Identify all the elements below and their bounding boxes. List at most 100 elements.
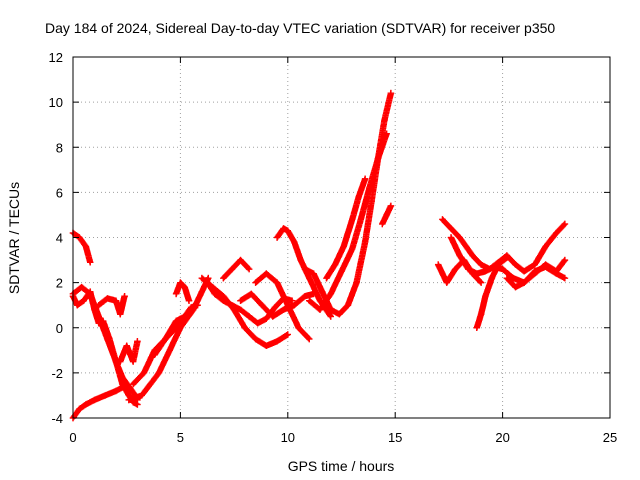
data-point [477, 261, 485, 268]
data-point [297, 256, 304, 264]
y-tick-label: 10 [49, 95, 63, 110]
data-point [74, 301, 81, 309]
data-point [499, 265, 506, 273]
grid [73, 57, 610, 418]
data-point [151, 351, 158, 359]
data-point [125, 396, 133, 404]
x-tick-labels: 0 5 10 15 20 25 [69, 430, 617, 445]
data-point [117, 358, 124, 365]
data-point [447, 234, 455, 241]
data-point [258, 301, 266, 309]
data-point [439, 216, 446, 223]
data-point [462, 243, 470, 250]
y-tick-label: 4 [56, 231, 63, 246]
data-point [361, 175, 369, 183]
data-point [220, 297, 227, 304]
data-point [125, 383, 133, 390]
data-point [78, 283, 85, 291]
data-point [510, 274, 517, 282]
data-point [374, 155, 382, 162]
data-point [301, 292, 309, 300]
data-point [284, 331, 291, 338]
data-point [456, 234, 463, 241]
data-point [82, 401, 90, 408]
data-point [284, 301, 291, 309]
y-tick-label: 8 [56, 140, 63, 155]
data-point [355, 193, 362, 201]
series-arc-4 [69, 383, 128, 422]
data-point [185, 297, 193, 304]
y-tick-label: 12 [49, 50, 63, 65]
data-point [561, 220, 569, 228]
series-arc-18 [301, 89, 395, 318]
data-point [503, 274, 511, 282]
data-point [383, 211, 390, 219]
data-point [561, 274, 569, 282]
data-point [245, 265, 253, 273]
data-point [477, 279, 485, 286]
data-point [301, 265, 309, 273]
data-point [102, 392, 109, 399]
data-point [112, 387, 120, 395]
data-point [237, 256, 244, 264]
data-point [381, 116, 388, 124]
data-point [310, 270, 317, 277]
chart-title: Day 184 of 2024, Sidereal Day-to-day VTE… [45, 20, 555, 36]
data-point [162, 335, 169, 343]
data-point [147, 380, 154, 388]
data-marks [69, 89, 569, 422]
data-point [291, 301, 298, 309]
data-point [220, 274, 227, 282]
data-point [336, 311, 343, 318]
data-point [443, 279, 450, 286]
data-point [86, 290, 94, 298]
data-point [482, 268, 489, 275]
data-point [306, 274, 313, 282]
data-point [452, 265, 459, 273]
data-point [553, 268, 560, 275]
data-point [531, 270, 539, 277]
data-point [252, 279, 259, 286]
data-point [271, 304, 279, 311]
data-point [177, 279, 184, 286]
series-arc-14 [220, 256, 253, 282]
series-arc-6 [99, 317, 141, 404]
series-arc-20 [323, 175, 369, 282]
data-point [542, 243, 549, 250]
data-point [357, 216, 365, 223]
y-tick-label: -2 [51, 366, 63, 381]
series-marks [69, 383, 128, 422]
data-point [129, 358, 137, 365]
data-point [198, 288, 206, 295]
y-tick-labels: -4 -2 0 2 4 6 8 10 12 [49, 50, 63, 426]
data-point [291, 238, 298, 246]
x-tick-label: 10 [281, 430, 295, 445]
data-point [477, 311, 485, 318]
data-point [295, 324, 302, 331]
data-point [263, 315, 270, 322]
y-tick-label: 2 [56, 276, 63, 291]
data-point [368, 198, 375, 205]
series-arc-26 [503, 256, 569, 291]
data-point [80, 297, 87, 304]
data-point [503, 254, 511, 262]
data-point [254, 320, 261, 327]
data-point [187, 304, 195, 311]
x-tick-label: 25 [603, 430, 617, 445]
data-point [473, 324, 481, 331]
series-arc-19 [306, 130, 390, 313]
data-point [106, 335, 113, 343]
data-point [331, 261, 339, 268]
data-point [316, 297, 324, 304]
data-point [263, 270, 270, 277]
data-point [112, 297, 120, 304]
series-arc-5 [95, 292, 128, 318]
series-arc-8 [117, 338, 141, 365]
data-point [495, 261, 502, 268]
data-point [353, 279, 360, 286]
data-point [82, 243, 90, 250]
data-point [95, 301, 102, 309]
data-point [387, 202, 395, 210]
data-point [482, 292, 489, 300]
data-point [288, 297, 296, 304]
